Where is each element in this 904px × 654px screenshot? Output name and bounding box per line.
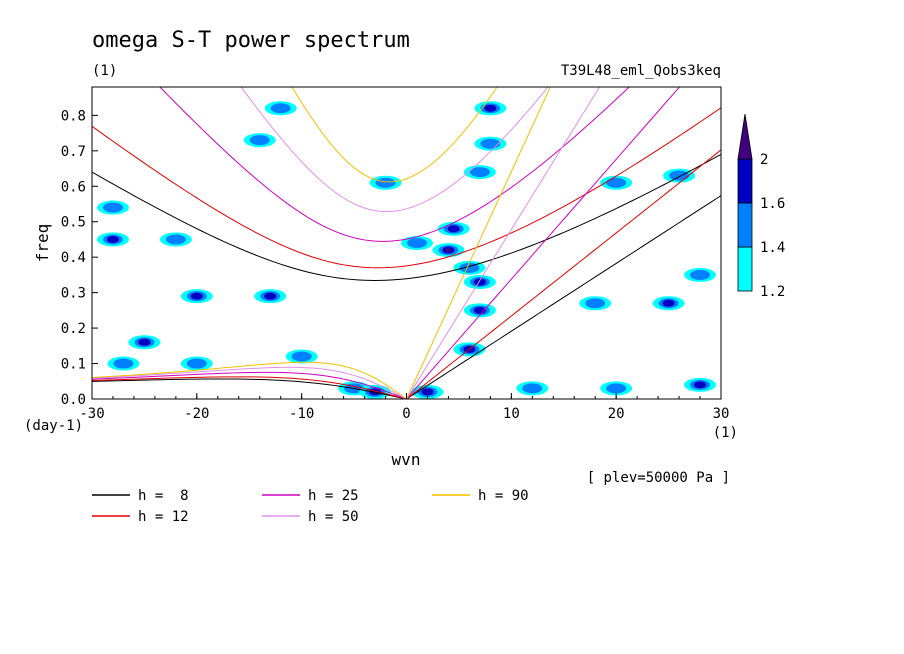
x-axis-label: wvn <box>392 450 421 469</box>
legend-label: h = 12 <box>138 509 189 525</box>
dispersion-curves-layer <box>92 87 721 399</box>
contour-fill-layer <box>96 101 717 399</box>
y-tick-label: 0.3 <box>61 286 86 302</box>
inertia-gravity-curve <box>159 87 630 242</box>
contour-region-core <box>375 177 396 188</box>
y-axis-label: freq <box>33 224 52 263</box>
contour-region-core <box>669 170 690 181</box>
colorbar-segment <box>737 202 753 248</box>
kelvin-curve <box>406 195 721 399</box>
experiment-label: T39L48_eml_Qobs3keq <box>561 63 721 79</box>
colorbar-arrow <box>737 113 753 160</box>
rossby-curve <box>92 366 407 399</box>
x-tick-label: 30 <box>713 406 730 422</box>
kelvin-curve <box>406 87 601 399</box>
y-tick-label: 0.0 <box>61 392 86 408</box>
contour-region-core <box>190 292 203 300</box>
y-tick-label: 0.7 <box>61 144 86 160</box>
legend-label: h = 25 <box>308 488 359 504</box>
x-tick-label: -20 <box>184 406 209 422</box>
contour-region-core <box>249 135 270 146</box>
inertia-gravity-curve <box>291 87 498 183</box>
contour-region-core <box>480 138 501 149</box>
contour-region-core <box>694 381 707 389</box>
inertia-gravity-curve <box>240 87 549 213</box>
colorbar-label: 2 <box>760 152 768 168</box>
contour-region-core <box>447 225 460 233</box>
rossby-curve <box>92 378 407 399</box>
contour-region-core <box>406 238 427 248</box>
kelvin-curve <box>406 87 551 399</box>
x-axis: -30 -20 -10 0 10 20 30 <box>79 393 729 422</box>
contour-region-core <box>186 358 207 369</box>
contour-region-core <box>585 298 606 309</box>
legend-label: h = 90 <box>478 488 529 504</box>
contour-region-peak <box>445 248 452 253</box>
rossby-curve <box>92 371 407 399</box>
y-units-label: (day-1) <box>24 418 83 434</box>
legend-label: h = 8 <box>138 488 189 504</box>
x-tick-label: -30 <box>79 406 104 422</box>
contour-region-core <box>606 177 627 188</box>
contour-region-core <box>662 299 675 307</box>
colorbar: 1.2 1.4 1.6 2 <box>737 113 785 300</box>
contour-region-core <box>473 278 486 286</box>
legend-label: h = 50 <box>308 509 359 525</box>
pressure-level-note: [ plev=50000 Pa ] <box>587 470 730 486</box>
colorbar-label: 1.6 <box>760 196 785 212</box>
rossby-curve <box>92 376 407 399</box>
y-tick-label: 0.4 <box>61 250 86 266</box>
y-tick-label: 0.5 <box>61 215 86 231</box>
contour-region-core <box>291 351 312 362</box>
contour-region-core <box>138 338 151 346</box>
inertia-gravity-curve <box>92 107 721 269</box>
contour-region-core <box>102 202 123 213</box>
colorbar-segment <box>737 158 753 204</box>
chart-title: omega S-T power spectrum <box>92 28 410 53</box>
rossby-curve <box>92 361 407 399</box>
contour-region-core <box>484 104 497 112</box>
contour-region-core <box>606 383 627 394</box>
units-label: (1) <box>92 63 117 79</box>
x-tick-label: 10 <box>503 406 520 422</box>
x-units-label: (1) <box>713 425 738 441</box>
contour-region-core <box>113 358 134 369</box>
x-tick-label: 0 <box>402 406 410 422</box>
x-tick-label: 20 <box>608 406 625 422</box>
colorbar-segment <box>737 246 753 292</box>
y-tick-label: 0.2 <box>61 321 86 337</box>
kelvin-curve <box>406 149 721 399</box>
contour-region-core <box>106 235 119 243</box>
contour-region-core <box>264 292 277 300</box>
legend: h = 8 h = 12 h = 25 h = 50 h = 90 <box>92 488 529 525</box>
contour-region-core <box>522 383 543 394</box>
contour-region-core <box>469 167 490 178</box>
y-tick-label: 0.6 <box>61 179 86 195</box>
contour-region-core <box>690 269 711 280</box>
y-tick-label: 0.1 <box>61 357 86 373</box>
contour-region-core <box>165 234 186 245</box>
colorbar-label: 1.4 <box>760 240 785 256</box>
kelvin-curve <box>406 87 681 399</box>
colorbar-label: 1.2 <box>760 284 785 300</box>
x-tick-label: -10 <box>289 406 314 422</box>
contour-region-core <box>421 388 434 396</box>
y-axis: 0.0 0.1 0.2 0.3 0.4 0.5 0.6 0.7 0.8 <box>61 108 98 408</box>
y-tick-label: 0.8 <box>61 108 86 124</box>
inertia-gravity-curve <box>92 153 721 281</box>
contour-region-core <box>270 103 291 114</box>
